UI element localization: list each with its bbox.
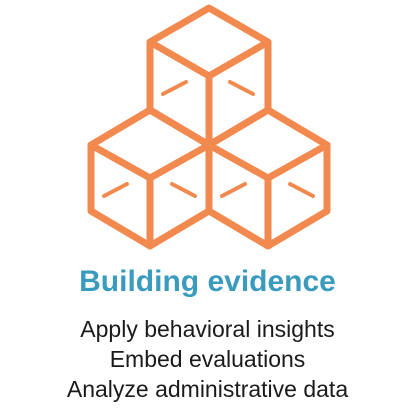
list-item: Apply behavioral insights (80, 316, 335, 342)
stacked-cubes-icon (87, 4, 331, 250)
list-item: Analyze administrative data (66, 376, 349, 402)
left-cube-shape (87, 106, 213, 250)
cube-glint-marks (102, 80, 315, 198)
section-title: Building evidence (79, 265, 336, 298)
right-cube-shape (205, 106, 331, 250)
list-item: Embed evaluations (109, 346, 306, 372)
